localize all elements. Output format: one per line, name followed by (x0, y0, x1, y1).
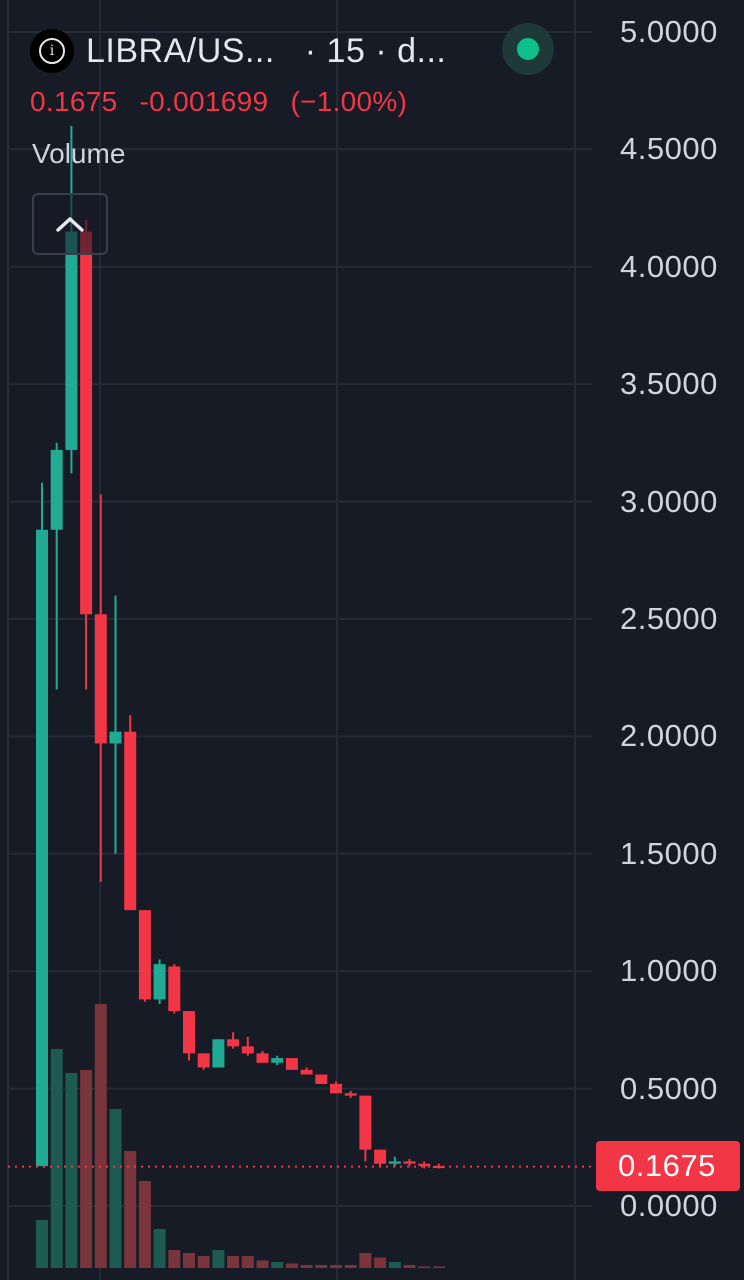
candle-body (212, 1039, 225, 1068)
candle-body (153, 964, 166, 1000)
price-axis-tick-label: 4.0000 (620, 248, 718, 284)
price-axis-tick-label: 0.5000 (620, 1070, 718, 1106)
volume-bar (94, 1004, 107, 1268)
price-axis-tick-label: 3.0000 (620, 483, 718, 519)
price-axis-tick-label: 4.5000 (620, 131, 718, 167)
volume-bar (197, 1256, 210, 1268)
candle-body (241, 1046, 254, 1054)
candle-body (183, 1011, 195, 1054)
candle-body (418, 1163, 431, 1167)
volume-bar (330, 1265, 342, 1268)
chart-header: i LIBRA/US... · 15 · d... (30, 26, 446, 76)
candle-body (300, 1069, 313, 1075)
candle-body (285, 1058, 298, 1070)
libra-logo-icon[interactable]: i (30, 29, 74, 73)
candle-body (374, 1149, 387, 1164)
volume-bar (432, 1266, 445, 1268)
candle-body (94, 614, 107, 744)
volume-bar (36, 1220, 48, 1268)
candle-body (271, 1058, 284, 1063)
volume-bar (374, 1257, 387, 1268)
volume-bar (65, 1073, 78, 1268)
price-axis-tick-label: 1.0000 (620, 953, 718, 989)
volume-bar (124, 1151, 137, 1268)
quote-line: 0.1675 -0.001699 (−1.00%) (30, 86, 407, 118)
volume-indicator-label[interactable]: Volume (32, 138, 126, 169)
candle-body (403, 1161, 416, 1164)
price-axis-tick-label: 2.0000 (620, 718, 718, 754)
volume-bar (153, 1229, 166, 1268)
volume-bar (285, 1263, 298, 1268)
candle-body (109, 731, 122, 744)
candle-body (344, 1093, 357, 1096)
volume-bar (388, 1262, 401, 1268)
candle-body (168, 966, 181, 1012)
volume-bar (256, 1260, 269, 1268)
interval-label: · 15 · d... (304, 31, 447, 70)
volume-bar (271, 1262, 284, 1268)
price-axis-tick-label: 3.5000 (620, 366, 718, 402)
volume-bar (183, 1253, 195, 1268)
candle-body (330, 1083, 342, 1094)
volume-bar (168, 1250, 181, 1268)
symbol-name: LIBRA/US... (86, 31, 275, 70)
volume-bar (359, 1253, 372, 1268)
candle-body (65, 231, 78, 450)
volume-bar (80, 1070, 93, 1268)
volume-bar (109, 1109, 122, 1268)
price-axis-tick-label: 2.5000 (620, 601, 718, 636)
volume-bar (344, 1265, 357, 1268)
current-price-tag: 0.1675 (596, 1141, 740, 1191)
price-axis-tick-label: 1.5000 (620, 835, 718, 871)
candle-body (36, 529, 48, 1167)
volume-bar (50, 1049, 63, 1268)
candle-body (50, 449, 63, 530)
candle-body (388, 1161, 401, 1164)
volume-bar (315, 1265, 328, 1268)
chevron-up-icon (56, 217, 84, 232)
collapse-indicators-button[interactable] (32, 193, 108, 255)
volume-bar (138, 1181, 151, 1268)
last-price: 0.1675 (30, 86, 118, 117)
price-change-percent: (−1.00%) (290, 86, 408, 117)
market-status-dot-icon[interactable] (502, 23, 554, 75)
volume-bar (403, 1265, 416, 1268)
candle-body (256, 1053, 269, 1063)
candle-body (432, 1166, 445, 1169)
candle-body (315, 1074, 328, 1084)
candle-body (138, 910, 151, 1000)
candle-body (227, 1039, 240, 1047)
symbol-title[interactable]: LIBRA/US... · 15 · d... (86, 32, 446, 71)
price-axis-tick-label: 0.0000 (620, 1188, 718, 1223)
volume-bar (212, 1250, 225, 1268)
price-change: -0.001699 (139, 86, 269, 117)
volume-bar (418, 1266, 431, 1268)
candle-body (124, 731, 137, 911)
volume-bar (241, 1256, 254, 1268)
candle-body (359, 1095, 372, 1150)
price-axis-tick-label: 5.0000 (620, 14, 718, 49)
candle-body (80, 231, 93, 615)
volume-bar (227, 1256, 240, 1268)
candle-body (197, 1053, 210, 1068)
volume-bar (300, 1265, 313, 1268)
